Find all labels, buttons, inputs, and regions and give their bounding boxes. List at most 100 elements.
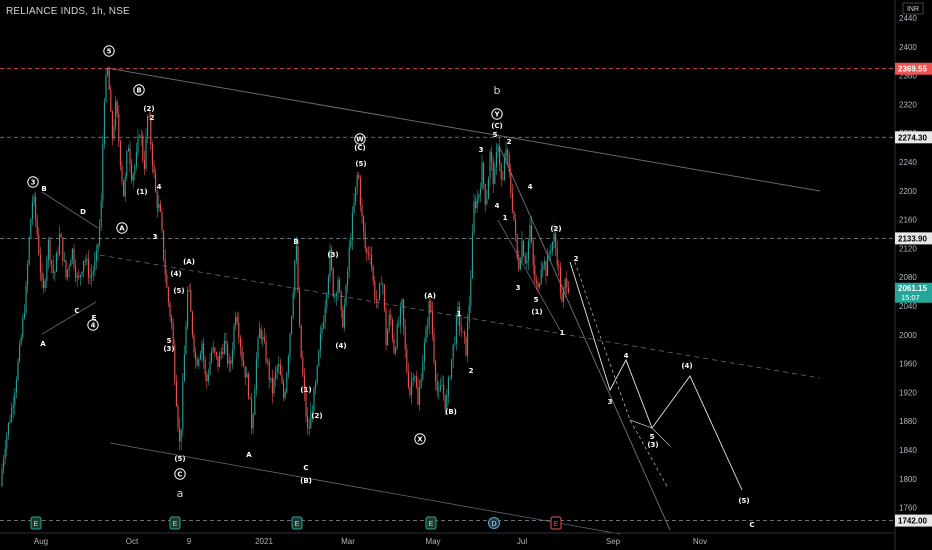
wave-label: (1): [531, 308, 542, 316]
price-axis[interactable]: INR2440240023602320228022402200216021202…: [894, 0, 932, 550]
wave-label: W: [354, 133, 366, 145]
projected-sub-path: [629, 419, 671, 447]
trendline: [41, 301, 97, 335]
candle-body: [63, 260, 65, 262]
candle-body: [441, 385, 443, 387]
candle-body: [364, 230, 366, 249]
wave-label-text: A: [40, 340, 46, 348]
wave-label: (4): [335, 342, 346, 350]
candle-body: [502, 178, 504, 180]
candle-body: [246, 373, 248, 378]
candle-body: [81, 271, 83, 276]
candle-body: [305, 392, 307, 417]
earnings-marker[interactable]: E: [30, 516, 42, 530]
candle-body: [319, 333, 321, 351]
wave-label: (1): [300, 386, 311, 394]
time-axis[interactable]: Aug Oct 9 2021 Mar May Jul Sep Nov: [0, 532, 895, 546]
candle-body: [553, 233, 555, 243]
wave-label-text: a: [177, 487, 184, 500]
wave-label-text: 3: [608, 398, 613, 406]
trendline: [99, 254, 821, 379]
candle-body: [423, 342, 425, 362]
candle-body: [33, 196, 35, 203]
candle-body: [375, 299, 377, 301]
candle-body: [97, 243, 99, 252]
wave-label-text: 1: [560, 329, 565, 337]
wave-label-text: (1): [136, 188, 147, 196]
wave-label: (C): [354, 144, 366, 152]
bar-countdown-text: 15:07: [901, 293, 920, 302]
candle-body: [494, 167, 496, 185]
candle-body: [377, 299, 379, 301]
candle-body: [278, 364, 280, 367]
wave-label: (5): [173, 287, 184, 295]
candle-body: [171, 316, 173, 324]
candle-body: [332, 268, 334, 297]
candle-body: [347, 271, 349, 285]
candle-body: [121, 165, 123, 181]
candle-body: [163, 230, 165, 259]
candle-body: [1, 468, 3, 486]
candle-body: [238, 322, 240, 338]
wave-label-text: (A): [424, 292, 436, 300]
candle-body: [172, 323, 174, 345]
candle-body: [254, 389, 256, 415]
time-tick-label: Mar: [341, 537, 355, 546]
wave-label-circle: [354, 133, 366, 145]
candle-body: [89, 277, 91, 279]
earnings-marker[interactable]: E: [550, 516, 562, 530]
current-price-tag: [895, 282, 932, 303]
wave-label-circle: [174, 468, 186, 480]
candle-body: [513, 211, 515, 220]
candle-body: [201, 343, 203, 354]
wave-label: 5: [534, 296, 539, 304]
earnings-marker[interactable]: E: [425, 516, 437, 530]
wave-label-text: (2): [550, 225, 561, 233]
wave-label: A: [116, 222, 128, 234]
wave-label-text: C: [303, 464, 308, 472]
time-tick-label: Jul: [517, 537, 527, 546]
candle-body: [76, 275, 78, 278]
wave-label: (C): [491, 122, 503, 130]
earnings-marker[interactable]: E: [291, 516, 303, 530]
candle-body: [161, 211, 163, 231]
dividend-marker[interactable]: D: [488, 517, 500, 529]
candle-body: [331, 249, 333, 269]
candle-body: [359, 178, 361, 206]
candle-body: [334, 296, 336, 297]
candle-body: [95, 251, 97, 262]
wave-label-text: b: [494, 84, 501, 97]
wave-label-text: (4): [170, 270, 181, 278]
candle-body: [143, 159, 145, 169]
candle-body: [567, 287, 569, 293]
candle-body: [343, 304, 345, 328]
candle-body: [315, 382, 317, 389]
candle-body: [297, 245, 299, 292]
candle-body: [227, 344, 229, 364]
candle-body: [139, 136, 141, 137]
candle-body: [401, 299, 403, 307]
candle-body: [127, 148, 129, 152]
wave-label-circle: [103, 45, 115, 57]
wave-label-text: (A): [183, 258, 195, 266]
time-tick-label: Sep: [606, 537, 621, 546]
candle-body: [286, 373, 288, 393]
earnings-marker-badge: [550, 516, 562, 530]
wave-label-text: C: [177, 471, 182, 479]
wave-label-text: (B): [300, 477, 312, 485]
chart-title: RELIANCE INDS, 1h, NSE: [6, 6, 130, 17]
wave-label: B: [133, 84, 145, 96]
candle-body: [196, 359, 198, 366]
candle-body: [299, 291, 301, 326]
candle-body: [57, 253, 59, 255]
wave-label-text: 2: [150, 114, 155, 122]
candle-body: [9, 421, 11, 423]
candle-body: [307, 416, 309, 428]
candle-body: [108, 69, 110, 91]
trendline: [106, 67, 821, 192]
trendline: [499, 147, 671, 531]
candle-body: [222, 352, 224, 354]
earnings-marker[interactable]: E: [169, 516, 181, 530]
candle-body: [393, 339, 395, 354]
